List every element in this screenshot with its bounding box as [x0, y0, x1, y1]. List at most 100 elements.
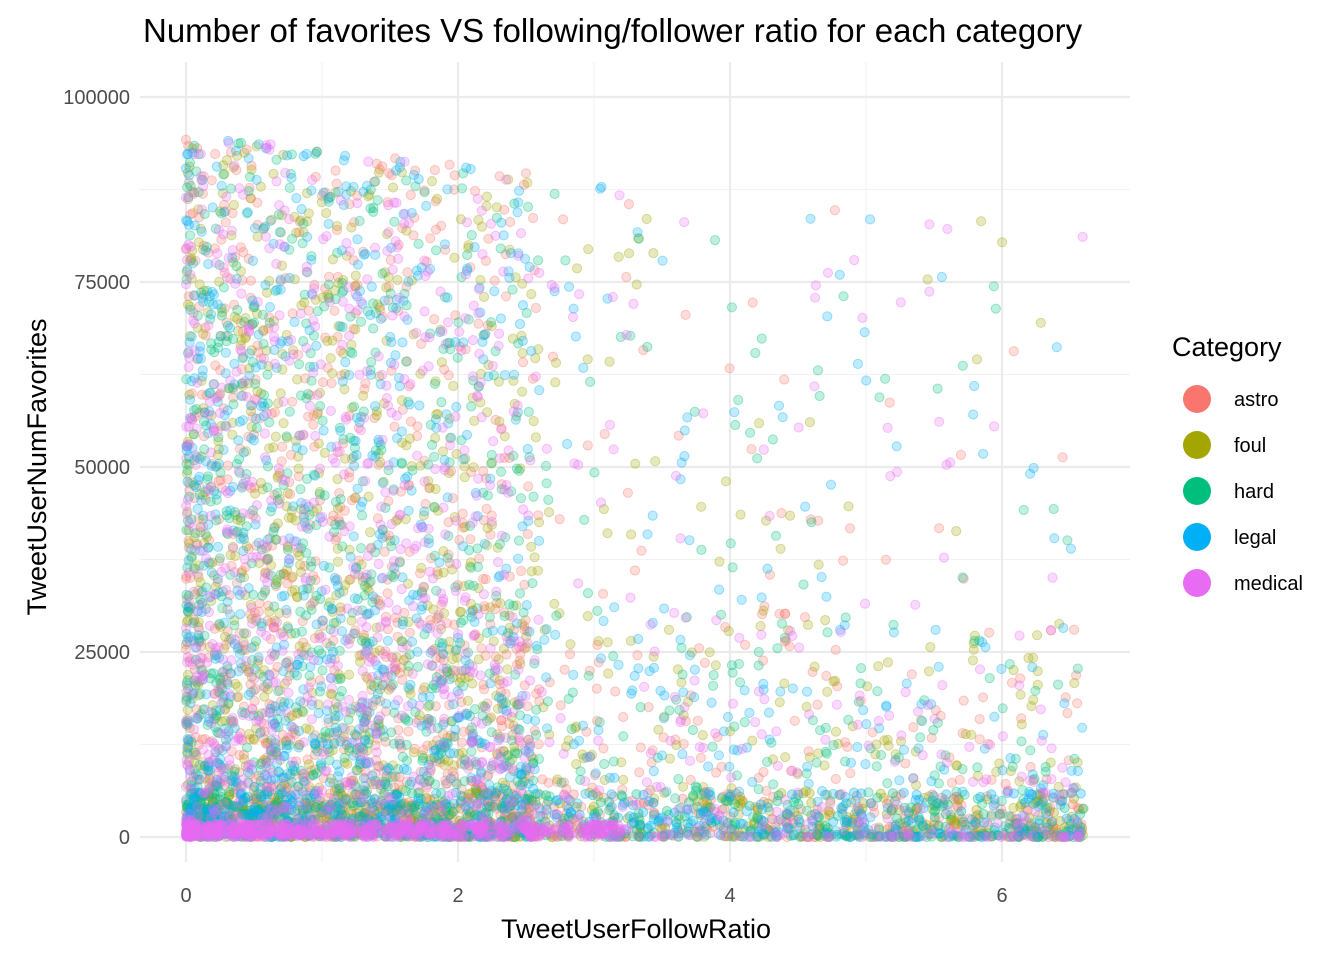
point-hard — [726, 302, 738, 313]
point-legal — [220, 347, 231, 358]
point-astro — [335, 829, 346, 841]
point-hard — [871, 761, 882, 772]
point-astro — [358, 789, 369, 800]
point-hard — [397, 751, 408, 763]
point-astro — [198, 431, 210, 442]
point-astro — [365, 828, 376, 839]
point-astro — [325, 788, 336, 799]
point-astro — [620, 831, 631, 843]
point-foul — [543, 507, 555, 518]
point-hard — [1003, 811, 1015, 822]
point-astro — [596, 829, 608, 840]
point-astro — [470, 783, 482, 794]
point-legal — [570, 331, 582, 342]
point-hard — [876, 749, 887, 761]
point-hard — [208, 668, 219, 679]
point-legal — [678, 687, 689, 698]
point-hard — [262, 369, 273, 380]
point-astro — [412, 831, 423, 842]
point-astro — [482, 320, 494, 331]
point-astro — [182, 714, 193, 725]
point-hard — [368, 206, 379, 217]
point-foul — [344, 669, 355, 680]
point-astro — [329, 654, 340, 665]
point-astro — [455, 758, 466, 769]
point-astro — [190, 732, 201, 743]
point-astro — [530, 831, 542, 842]
point-astro — [330, 165, 341, 176]
point-foul — [1016, 719, 1027, 730]
point-legal — [196, 495, 207, 506]
point-foul — [593, 636, 604, 647]
point-hard — [1004, 659, 1015, 670]
point-astro — [457, 508, 468, 519]
point-foul — [714, 556, 725, 567]
point-legal — [324, 777, 335, 788]
point-astro — [386, 365, 397, 376]
point-astro — [187, 186, 198, 197]
point-astro — [244, 319, 255, 331]
point-astro — [266, 700, 278, 711]
point-legal — [633, 633, 644, 645]
point-astro — [290, 729, 301, 740]
point-astro — [380, 779, 391, 790]
point-astro — [285, 734, 296, 745]
point-legal — [593, 725, 604, 736]
point-astro — [252, 796, 263, 807]
point-hard — [730, 419, 741, 431]
point-astro — [331, 224, 343, 236]
point-legal — [211, 161, 222, 172]
point-astro — [623, 199, 635, 210]
point-legal — [744, 707, 755, 719]
point-foul — [327, 368, 338, 379]
point-astro — [293, 227, 305, 238]
point-foul — [758, 605, 769, 616]
point-legal — [494, 692, 505, 703]
point-hard — [522, 201, 534, 212]
point-astro — [214, 766, 225, 778]
point-foul — [448, 380, 459, 392]
point-astro — [701, 823, 713, 834]
point-legal — [816, 571, 827, 583]
point-astro — [393, 713, 404, 724]
point-astro — [215, 681, 226, 692]
point-astro — [191, 774, 202, 785]
point-astro — [508, 797, 519, 808]
point-astro — [776, 507, 787, 519]
point-astro — [192, 811, 203, 822]
point-astro — [465, 775, 477, 786]
point-legal — [713, 750, 725, 761]
point-astro — [1008, 346, 1019, 357]
point-hard — [582, 588, 594, 599]
point-legal — [1059, 698, 1070, 709]
point-hard — [915, 732, 926, 743]
point-astro — [228, 813, 239, 824]
point-astro — [206, 175, 217, 186]
point-astro — [373, 816, 384, 827]
point-astro — [366, 684, 377, 695]
point-legal — [352, 234, 363, 245]
point-hard — [733, 394, 744, 406]
point-legal — [414, 400, 425, 411]
point-hard — [1048, 503, 1059, 515]
point-astro — [183, 607, 194, 618]
point-astro — [336, 831, 347, 843]
point-astro — [552, 831, 563, 842]
point-hard — [540, 460, 552, 472]
point-hard — [928, 725, 939, 736]
point-astro — [854, 819, 865, 830]
point-hard — [531, 704, 542, 716]
point-foul — [292, 374, 303, 385]
point-legal — [632, 227, 643, 238]
point-legal — [238, 533, 250, 545]
point-foul — [754, 418, 765, 429]
point-legal — [260, 280, 271, 291]
point-hard — [708, 670, 719, 681]
point-astro — [390, 612, 401, 623]
point-astro — [215, 475, 226, 486]
point-foul — [735, 509, 746, 520]
point-hard — [838, 291, 849, 302]
point-astro — [244, 182, 255, 193]
point-legal — [182, 476, 193, 487]
point-hard — [642, 341, 653, 352]
